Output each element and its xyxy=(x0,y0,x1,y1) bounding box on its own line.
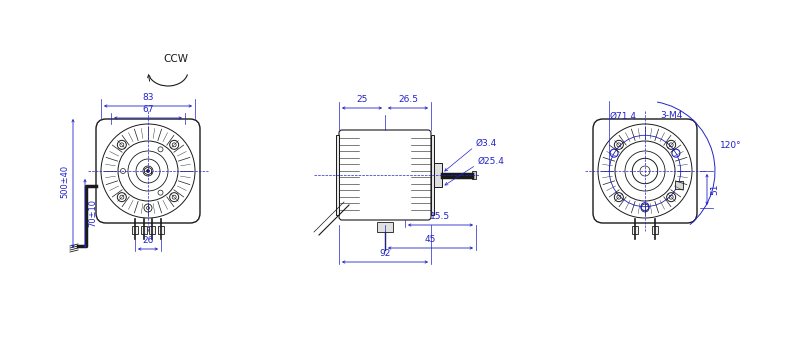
Text: 26: 26 xyxy=(142,236,154,245)
Bar xyxy=(158,226,164,234)
Text: 70±10: 70±10 xyxy=(88,199,97,227)
Text: CCW: CCW xyxy=(163,54,189,64)
Text: 3-M4: 3-M4 xyxy=(660,111,682,120)
Bar xyxy=(652,226,658,234)
Bar xyxy=(632,226,638,234)
Bar xyxy=(149,226,155,234)
Bar xyxy=(431,135,434,215)
Bar xyxy=(442,173,457,177)
Bar xyxy=(675,181,683,189)
Bar xyxy=(472,171,476,179)
Text: 500±40: 500±40 xyxy=(60,165,69,198)
Text: 25: 25 xyxy=(356,95,368,104)
Text: Ø3.4: Ø3.4 xyxy=(476,139,498,147)
Text: 92: 92 xyxy=(379,249,390,258)
Bar xyxy=(434,163,442,187)
Text: 51: 51 xyxy=(710,184,719,195)
Text: 67: 67 xyxy=(142,105,154,114)
Bar xyxy=(132,226,138,234)
Text: 26.5: 26.5 xyxy=(398,95,418,104)
Text: 120°: 120° xyxy=(720,142,742,150)
Text: Ø25.4: Ø25.4 xyxy=(478,157,505,166)
Bar xyxy=(336,135,339,215)
Text: 83: 83 xyxy=(142,93,154,102)
Bar xyxy=(377,222,393,232)
Text: Ø71.4: Ø71.4 xyxy=(610,111,637,120)
Bar xyxy=(141,226,147,234)
Text: 45: 45 xyxy=(425,235,436,244)
Circle shape xyxy=(146,170,150,172)
Text: 15.5: 15.5 xyxy=(430,212,450,221)
